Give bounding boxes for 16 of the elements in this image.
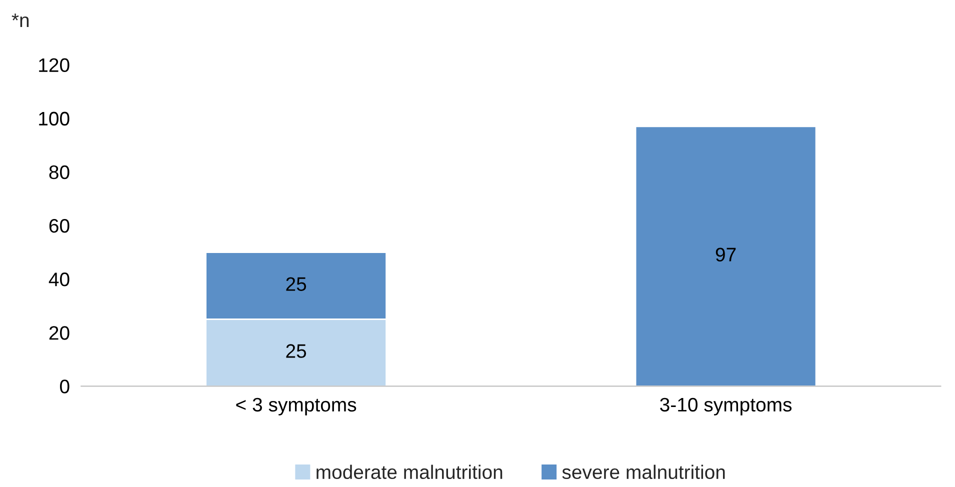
bar xyxy=(634,126,817,386)
y-tick-label: 40 xyxy=(48,272,70,286)
y-tick-label: 120 xyxy=(39,58,70,72)
x-tick-label: < 3 symptoms xyxy=(236,398,356,416)
data-label: 97 xyxy=(716,248,736,262)
y-tick-label: 80 xyxy=(49,165,70,180)
y-tick-label: 60 xyxy=(49,218,70,233)
y-axis-title: *n xyxy=(12,14,29,27)
x-tick-label: 3-10 symptoms xyxy=(660,398,792,416)
legend-label: severe malnutrition xyxy=(562,464,725,480)
legend-label: moderate malnutrition xyxy=(316,464,502,480)
y-tick-label: 100 xyxy=(39,112,70,126)
data-label: 25 xyxy=(286,277,306,291)
y-tick-label: 20 xyxy=(49,326,70,340)
data-label: 25 xyxy=(286,344,306,358)
y-tick-label: 0 xyxy=(60,380,70,394)
